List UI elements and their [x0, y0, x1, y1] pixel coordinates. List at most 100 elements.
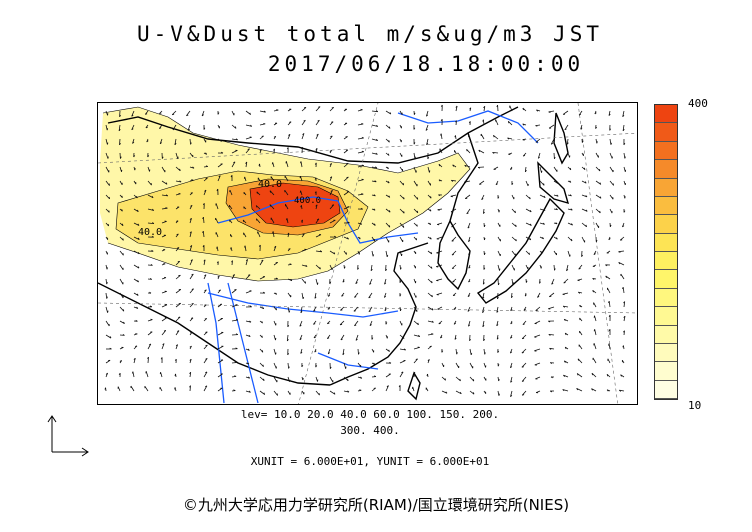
colorbar-segment: [655, 325, 677, 344]
wind-vector: [133, 222, 140, 226]
wind-vector: [482, 278, 485, 285]
wind-vector: [161, 304, 168, 308]
wind-vector-head: [179, 180, 182, 183]
wind-vector-head: [608, 113, 611, 116]
wind-vector-head: [430, 237, 432, 240]
wind-vector-head: [274, 245, 277, 248]
wind-vector: [609, 138, 612, 145]
wind-vector-head: [375, 110, 379, 113]
wind-vector: [609, 194, 614, 200]
wind-vector: [245, 161, 248, 168]
wind-vector-head: [205, 344, 208, 347]
wind-vector-head: [541, 251, 543, 254]
wind-vector-head: [599, 168, 601, 172]
wind-vector: [329, 250, 336, 255]
wind-vector-head: [493, 135, 495, 138]
wind-vector: [300, 306, 303, 313]
wind-vector-head: [327, 308, 330, 310]
wind-vector: [329, 376, 334, 383]
wind-vector: [455, 376, 461, 382]
wind-vector-head: [482, 296, 485, 299]
wind-vector: [608, 343, 611, 350]
wind-vector: [287, 376, 290, 382]
wind-vector-head: [599, 210, 601, 214]
wind-vector-head: [371, 337, 374, 340]
wind-vector-head: [172, 128, 175, 131]
wind-vector: [440, 133, 443, 140]
wind-vector-head: [521, 380, 525, 382]
wind-vector-head: [205, 371, 208, 374]
wind-vector-head: [122, 309, 125, 312]
wind-vector: [510, 376, 513, 383]
wind-vector-head: [570, 208, 573, 211]
wind-vector-head: [623, 210, 626, 213]
wind-vector: [511, 250, 517, 256]
wind-vector-head: [528, 252, 530, 255]
wind-vector: [581, 222, 587, 228]
wind-vector: [131, 124, 135, 130]
colorbar: [654, 104, 678, 400]
wind-vector-head: [174, 358, 177, 361]
wind-vector-head: [333, 252, 336, 255]
wind-vector: [436, 236, 443, 240]
wind-vector-head: [137, 266, 140, 269]
wind-vector: [385, 250, 388, 257]
wind-vector-head: [119, 142, 121, 146]
wind-vector: [130, 385, 135, 392]
wind-vector-head: [562, 389, 565, 392]
wind-vector: [217, 163, 223, 168]
wind-vector-head: [577, 358, 579, 361]
wind-vector-head: [622, 115, 625, 118]
map-frame: 40.0 40.0 400.0: [97, 102, 638, 405]
graticule-line: [577, 103, 619, 404]
wind-vector-head: [596, 141, 598, 144]
wind-vector-head: [230, 247, 232, 250]
wind-vector-head: [606, 374, 609, 377]
wind-vector-head: [595, 239, 598, 243]
wind-vector-head: [455, 105, 458, 108]
wind-vector: [566, 264, 569, 271]
wind-vector-head: [529, 223, 532, 226]
wind-vector-head: [190, 259, 193, 262]
wind-vector: [455, 390, 462, 395]
wind-vector: [622, 110, 625, 117]
wind-vector-head: [301, 364, 304, 368]
wind-vector-head: [542, 222, 545, 225]
wind-vector: [436, 278, 443, 281]
wind-vector: [315, 106, 321, 112]
wind-vector-head: [483, 211, 485, 214]
wind-vector-head: [618, 262, 621, 265]
wind-vector: [231, 124, 237, 129]
wind-vector: [553, 264, 555, 271]
wind-vector: [133, 264, 140, 269]
wind-vector-head: [579, 305, 581, 308]
wind-vector-head: [131, 128, 134, 131]
wind-vector-head: [548, 111, 551, 113]
wind-vector: [343, 149, 349, 154]
wind-vector: [161, 207, 168, 210]
wind-vector-head: [514, 210, 516, 213]
wind-vector-head: [562, 305, 565, 308]
wind-vector: [314, 292, 317, 299]
wind-vector: [441, 390, 448, 394]
wind-vector: [299, 334, 303, 340]
wind-vector-head: [258, 244, 261, 247]
wind-vector-head: [342, 280, 345, 283]
wind-vector: [175, 316, 181, 322]
wind-vector-head: [370, 268, 373, 272]
wind-vector: [511, 278, 514, 285]
wind-vector-head: [551, 282, 554, 285]
wind-vector: [203, 259, 206, 266]
wind-vector-head: [550, 376, 553, 379]
wind-vector: [175, 261, 180, 266]
wind-vector-head: [549, 362, 553, 365]
wind-vector: [343, 191, 350, 196]
wind-vector: [259, 390, 265, 395]
wind-vector: [437, 306, 443, 310]
wind-vector-head: [149, 291, 152, 294]
wind-vector-head: [416, 210, 419, 213]
wind-vector-head: [466, 149, 468, 152]
wind-vector-head: [190, 331, 193, 334]
wind-vector-head: [314, 350, 317, 353]
wind-vector: [119, 292, 124, 299]
